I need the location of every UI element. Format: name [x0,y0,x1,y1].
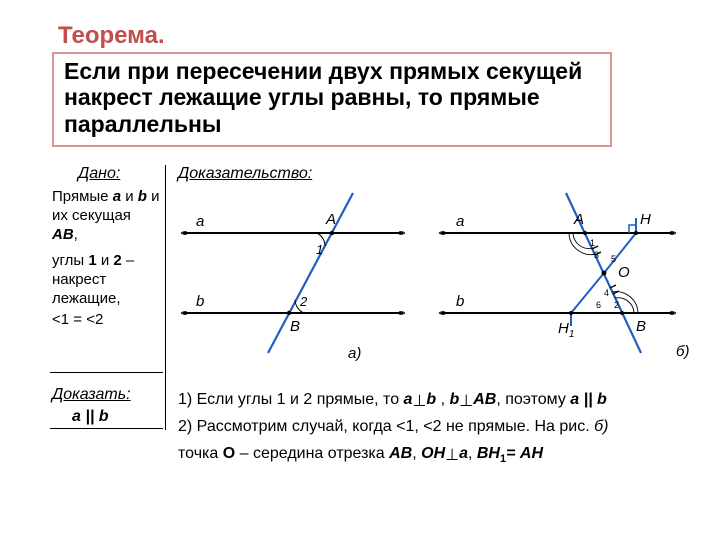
theorem-box: Если при пересечении двух прямых секущей… [52,52,612,147]
given-body: Прямые а и b и их секущая АВ, углы 1 и 2… [52,188,160,329]
t: b [138,188,147,205]
divider [50,372,163,373]
lbl: b [456,293,464,310]
lbl-1: 1 [316,242,323,257]
t: углы [52,252,88,269]
t: , [436,391,449,408]
t: О [223,445,235,462]
t: <1 = <2 [52,311,103,328]
given-label: Дано: [78,165,120,183]
perp-icon: ⊥ [412,393,426,410]
proof-label: Доказательство: [178,165,312,183]
lbl-A: A [325,211,336,228]
t: и [97,252,114,269]
t: б) [594,418,608,435]
n: 6 [596,300,601,310]
t: АВ [473,391,496,408]
t: АВ [52,226,74,243]
t: 2) Рассмотрим случай, когда <1, <2 не пр… [178,418,594,435]
lbl-a: a [196,213,204,230]
t: а || b [570,391,607,408]
lbl-2: 2 [299,294,308,309]
t: и [121,188,138,205]
panel-label-a: а) [348,345,361,362]
t: а [459,445,468,462]
n: 5 [611,254,616,264]
t: , [412,445,421,462]
t: АВ [389,445,412,462]
t: 1 [88,252,96,269]
t: b [450,391,460,408]
t: 2 [113,252,121,269]
lbl: A [573,211,584,228]
t: , [468,445,477,462]
geometry-diagram: a A 1 b 2 B а) [178,188,696,368]
lbl: H [640,211,651,228]
t: = АН [506,445,543,462]
n: 3 [594,250,599,260]
theorem-label: Теорема. [58,22,165,50]
t: , [74,226,78,243]
t: b [426,391,436,408]
t: точка [178,445,223,462]
perp-icon: ⊥ [445,447,459,464]
t: 1) Если углы 1 и 2 прямые, то [178,391,404,408]
proof-text: 1) Если углы 1 и 2 прямые, то а⊥b , b⊥АВ… [178,386,696,469]
lbl: O [618,264,630,281]
lbl-B: B [290,318,300,335]
lbl: a [456,213,464,230]
t: , поэтому [496,391,570,408]
n: 1 [590,238,595,248]
t: ОН [421,445,445,462]
t: ВН [477,445,500,462]
prove-label: Доказать: [52,386,131,404]
lbl-b: b [196,293,204,310]
divider [50,428,163,429]
t: – середина отрезка [235,445,389,462]
n: 2 [614,300,619,310]
t: Прямые [52,188,113,205]
panel-label-b: б) [676,343,689,360]
vertical-separator [165,165,166,430]
perp-icon: ⊥ [459,393,473,410]
t: а [113,188,121,205]
n: 4 [604,288,609,298]
theorem-text: Если при пересечении двух прямых секущей… [64,58,600,137]
lbl: 1 [569,329,575,340]
lbl: B [636,318,646,335]
prove-body: a || b [72,408,109,426]
lbl: H [558,320,569,337]
